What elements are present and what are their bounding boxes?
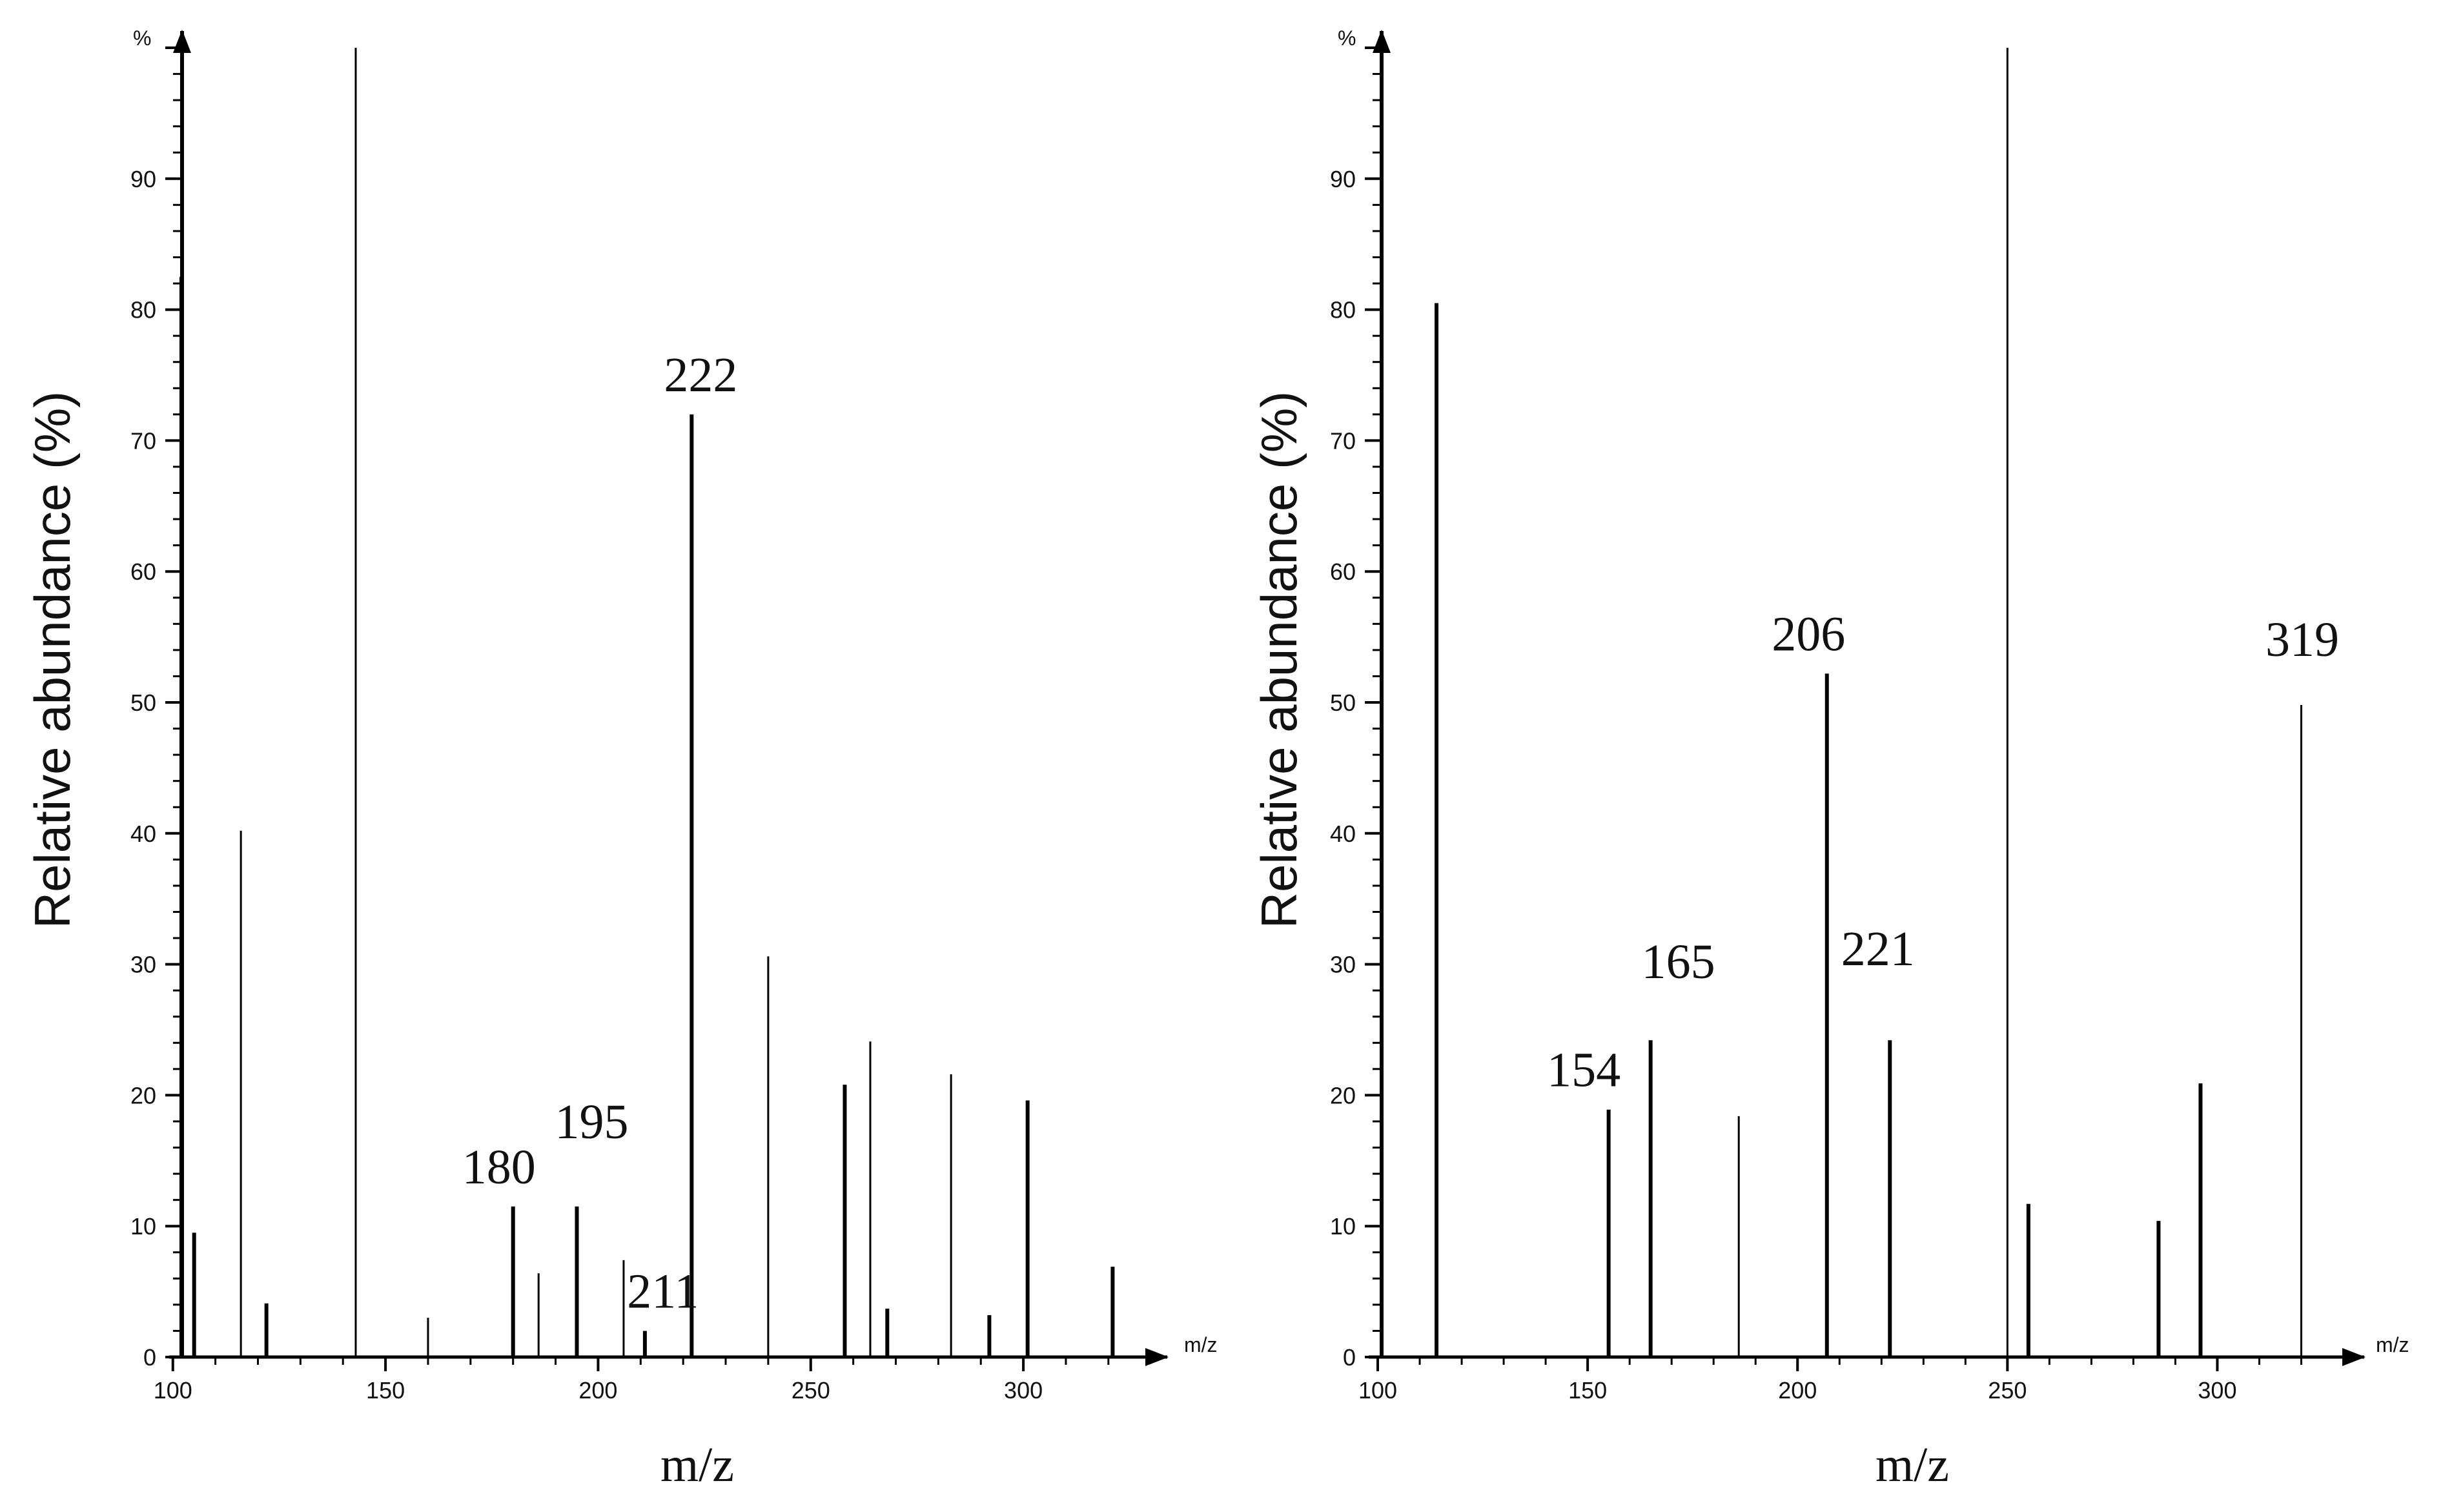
y-axis-title: Relative abundance (%)	[24, 391, 81, 928]
x-axis-ticks: 100 150 200 250 300	[154, 1357, 1110, 1404]
y-tick-label: 40	[1330, 821, 1356, 847]
peak-label: 180	[462, 1140, 536, 1194]
y-axis-arrow	[1373, 30, 1391, 53]
peak-label: 206	[1772, 607, 1845, 661]
peak-label: 195	[555, 1095, 628, 1149]
x-tick-label: 300	[1004, 1377, 1043, 1404]
y-axis-title: Relative abundance (%)	[1251, 391, 1307, 928]
y-tick-label: 80	[1330, 297, 1356, 323]
y-tick-label: 90	[130, 166, 156, 192]
y-axis-unit-label: %	[1338, 26, 1356, 50]
x-axis-unit-label: m/z	[1184, 1333, 1218, 1356]
y-tick-label: 70	[1330, 427, 1356, 454]
x-axis-arrow	[1145, 1348, 1169, 1366]
y-axis-unit-label: %	[133, 26, 151, 50]
y-axis-ticks: 0 10 20 30 40 50 60 70 80 90	[130, 46, 182, 1371]
y-tick-label: 0	[143, 1344, 156, 1371]
x-tick-label: 300	[2198, 1377, 2236, 1404]
y-tick-label: 10	[130, 1213, 156, 1240]
y-tick-label: 30	[130, 952, 156, 978]
y-tick-label: 60	[130, 558, 156, 585]
peak-label: 211	[627, 1264, 699, 1318]
x-tick-label: 200	[578, 1377, 617, 1404]
y-tick-label: 10	[1330, 1213, 1356, 1240]
peak-label: 154	[1547, 1043, 1620, 1098]
y-axis-ticks: 0 10 20 30 40 50 60 70 80 90	[1330, 46, 1382, 1371]
peak-annotations: 180 195 211 222	[462, 348, 738, 1319]
y-tick-label: 50	[130, 690, 156, 716]
y-tick-label: 0	[1343, 1344, 1356, 1371]
y-tick-label: 30	[1330, 952, 1356, 978]
x-tick-label: 150	[1568, 1377, 1607, 1404]
y-axis-arrow	[173, 30, 191, 53]
y-tick-label: 20	[130, 1082, 156, 1108]
x-axis-title: m/z	[660, 1438, 734, 1492]
peak-sticks	[179, 48, 1115, 1357]
x-tick-label: 250	[1988, 1377, 2027, 1404]
x-tick-label: 150	[366, 1377, 405, 1404]
y-tick-label: 70	[130, 427, 156, 454]
x-axis-ticks: 100 150 200 250 300	[1358, 1357, 2302, 1404]
y-tick-label: 60	[1330, 558, 1356, 585]
x-tick-label: 250	[792, 1377, 830, 1404]
peak-annotations: 154 165 206 221 319	[1547, 607, 2339, 1097]
peak-label: 319	[2265, 613, 2339, 667]
x-tick-label: 100	[154, 1377, 192, 1404]
peak-label: 222	[664, 348, 737, 402]
x-axis-title: m/z	[1876, 1438, 1949, 1492]
y-tick-label: 80	[130, 297, 156, 323]
y-tick-label: 50	[1330, 690, 1356, 716]
peak-label: 221	[1841, 922, 1915, 976]
axes	[169, 30, 1169, 1366]
y-tick-label: 20	[1330, 1082, 1356, 1108]
x-axis-arrow	[2342, 1348, 2366, 1366]
y-tick-label: 90	[1330, 166, 1356, 192]
x-axis-unit-label: m/z	[2376, 1333, 2409, 1356]
peak-label: 165	[1642, 935, 1715, 989]
y-tick-label: 40	[130, 821, 156, 847]
axes	[1369, 30, 2366, 1366]
x-tick-label: 200	[1778, 1377, 1817, 1404]
peak-sticks	[1435, 48, 2302, 1357]
x-tick-label: 100	[1358, 1377, 1397, 1404]
